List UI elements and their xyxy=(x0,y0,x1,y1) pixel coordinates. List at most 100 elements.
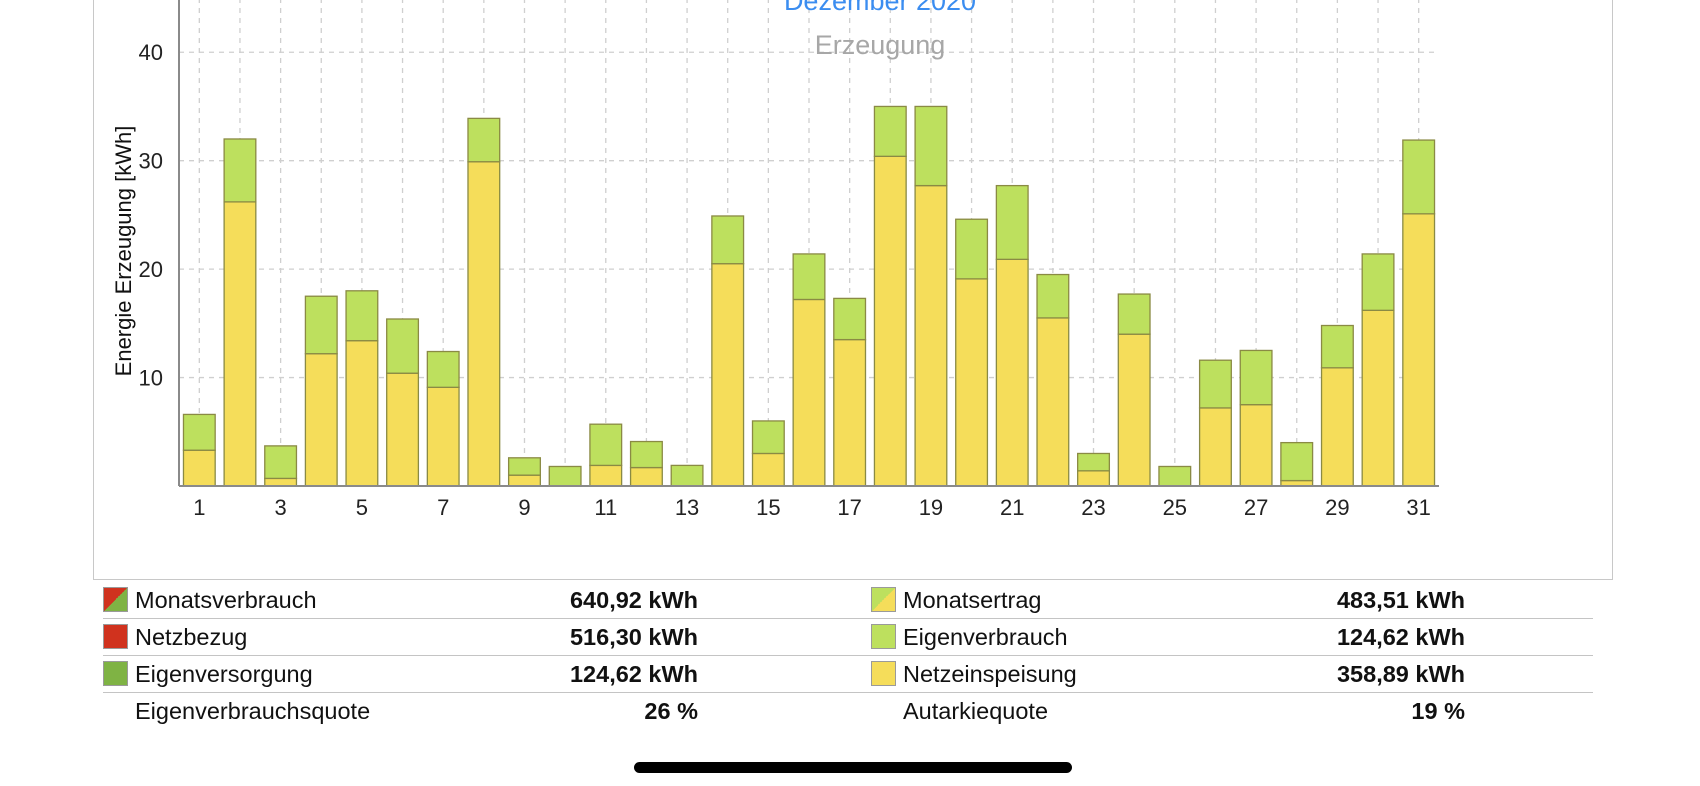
x-tick-label: 3 xyxy=(274,495,286,520)
summary-right-value: 358,89 kWh xyxy=(1336,661,1465,687)
bar-eigenverbrauch-day-27 xyxy=(1239,349,1273,406)
x-tick-label: 11 xyxy=(594,495,617,520)
axes xyxy=(178,0,1439,487)
chart-subtitle: Erzeugung xyxy=(815,30,946,60)
bar-eigenverbrauch-day-29 xyxy=(1320,324,1354,369)
bar-eigenverbrauch-day-24 xyxy=(1117,293,1151,335)
bar-eigenverbrauch-day-9 xyxy=(507,457,541,476)
x-tick-label: 7 xyxy=(437,495,449,520)
summary-left-label: Netzbezug xyxy=(135,624,248,650)
summary-left-value: 124,62 kWh xyxy=(569,661,698,687)
bar-eigenverbrauch-day-4 xyxy=(304,295,338,355)
bar-netzeinspeisung-day-9 xyxy=(507,474,541,487)
bar-netzeinspeisung-day-7 xyxy=(426,386,460,487)
summary-left-value: 26 % xyxy=(644,698,698,724)
bar-eigenverbrauch-day-5 xyxy=(345,290,379,342)
bar-netzeinspeisung-day-3 xyxy=(264,477,298,487)
summary-right-label: Monatsertrag xyxy=(903,587,1042,613)
y-tick-label: 30 xyxy=(139,149,163,174)
bar-eigenverbrauch-day-7 xyxy=(426,350,460,388)
x-tick-label: 19 xyxy=(919,495,943,520)
bar-netzeinspeisung-day-23 xyxy=(1077,470,1111,487)
x-tick-label: 5 xyxy=(356,495,368,520)
bars xyxy=(182,105,1436,487)
bar-eigenverbrauch-day-6 xyxy=(386,318,420,374)
summary-left-label: Monatsverbrauch xyxy=(135,587,317,613)
netzeinspeisung-swatch-icon xyxy=(871,661,896,686)
bar-netzeinspeisung-day-24 xyxy=(1117,333,1151,487)
bar-netzeinspeisung-day-19 xyxy=(914,184,948,487)
bar-netzeinspeisung-day-20 xyxy=(955,278,989,487)
bar-netzeinspeisung-day-16 xyxy=(792,298,826,487)
summary-right-value: 483,51 kWh xyxy=(1336,587,1465,613)
x-tick-label: 9 xyxy=(518,495,530,520)
y-tick-label: 40 xyxy=(139,40,163,65)
bar-eigenverbrauch-day-12 xyxy=(629,440,663,469)
summary-right-label: Autarkiequote xyxy=(903,698,1049,724)
bar-eigenverbrauch-day-31 xyxy=(1402,139,1436,215)
bar-netzeinspeisung-day-30 xyxy=(1361,309,1395,487)
bar-eigenverbrauch-day-23 xyxy=(1077,452,1111,472)
summary-left-label: Eigenverbrauchsquote xyxy=(135,698,371,724)
bar-netzeinspeisung-day-1 xyxy=(182,449,216,487)
bar-netzeinspeisung-day-26 xyxy=(1198,407,1232,487)
home-indicator[interactable] xyxy=(634,762,1072,773)
summary-right-value: 124,62 kWh xyxy=(1336,624,1465,650)
bar-netzeinspeisung-day-31 xyxy=(1402,213,1436,487)
bar-netzeinspeisung-day-22 xyxy=(1036,317,1070,487)
summary-right-label: Netzeinspeisung xyxy=(903,661,1077,687)
monatsertrag-swatch-icon xyxy=(871,587,896,612)
x-tick-label: 17 xyxy=(837,495,861,520)
x-tick-label: 13 xyxy=(675,495,699,520)
chart-panel: 10 20 30 40 1 3 5 7 9 11 13 15 17 19 21 23 25 27 29 31 Deze… xyxy=(93,0,1613,580)
bar-eigenverbrauch-day-8 xyxy=(467,117,501,163)
summary-right-label: Eigenverbrauch xyxy=(903,624,1068,650)
bar-netzeinspeisung-day-17 xyxy=(833,338,867,487)
bar-netzeinspeisung-day-14 xyxy=(711,263,745,487)
bar-eigenverbrauch-day-28 xyxy=(1280,441,1314,482)
y-axis-label: Energie Erzeugung [kWh] xyxy=(111,126,136,377)
summary-row: Eigenverbrauchsquote 26 % Autarkiequote 19 … xyxy=(103,693,1593,729)
bar-eigenverbrauch-day-15 xyxy=(751,420,785,455)
chart-title: Dezember 2020 xyxy=(784,0,976,16)
x-tick-label: 21 xyxy=(1000,495,1024,520)
bar-netzeinspeisung-day-29 xyxy=(1320,367,1354,487)
bar-eigenverbrauch-day-2 xyxy=(223,138,257,203)
bar-eigenverbrauch-day-1 xyxy=(182,413,216,451)
eigenversorgung-swatch-icon xyxy=(103,661,128,686)
summary-left-value: 516,30 kWh xyxy=(569,624,698,650)
bar-netzeinspeisung-day-12 xyxy=(629,466,663,487)
bar-netzeinspeisung-day-11 xyxy=(589,464,623,487)
summary-row: Monatsverbrauch 640,92 kWh Monatsertrag 483… xyxy=(103,582,1593,619)
bar-eigenverbrauch-day-3 xyxy=(264,445,298,480)
bar-eigenverbrauch-day-18 xyxy=(873,105,907,157)
x-tick-label: 27 xyxy=(1244,495,1268,520)
bar-netzeinspeisung-day-15 xyxy=(751,452,785,487)
bar-eigenverbrauch-day-16 xyxy=(792,253,826,301)
bar-netzeinspeisung-day-4 xyxy=(304,353,338,487)
bar-eigenverbrauch-day-14 xyxy=(711,215,745,265)
summary-right-value: 19 % xyxy=(1411,698,1465,724)
bar-eigenverbrauch-day-22 xyxy=(1036,273,1070,319)
bar-eigenverbrauch-day-17 xyxy=(833,297,867,341)
x-tick-label: 23 xyxy=(1081,495,1105,520)
summary-left-value: 640,92 kWh xyxy=(569,587,698,613)
bar-eigenverbrauch-day-19 xyxy=(914,105,948,187)
y-tick-label: 20 xyxy=(139,257,163,282)
bar-eigenverbrauch-day-26 xyxy=(1198,359,1232,409)
netzbezug-swatch-icon xyxy=(103,624,128,649)
x-tick-label: 25 xyxy=(1163,495,1187,520)
x-tick-label: 15 xyxy=(756,495,780,520)
monatsverbrauch-swatch-icon xyxy=(103,587,128,612)
x-tick-label: 31 xyxy=(1406,495,1430,520)
y-tick-label: 10 xyxy=(139,366,163,391)
bar-eigenverbrauch-day-21 xyxy=(995,184,1029,261)
x-tick-label: 1 xyxy=(193,495,205,520)
bar-eigenverbrauch-day-25 xyxy=(1158,465,1192,487)
bar-netzeinspeisung-day-5 xyxy=(345,340,379,487)
bar-netzeinspeisung-day-18 xyxy=(873,155,907,487)
bar-netzeinspeisung-day-2 xyxy=(223,201,257,487)
x-tick-label: 29 xyxy=(1325,495,1349,520)
